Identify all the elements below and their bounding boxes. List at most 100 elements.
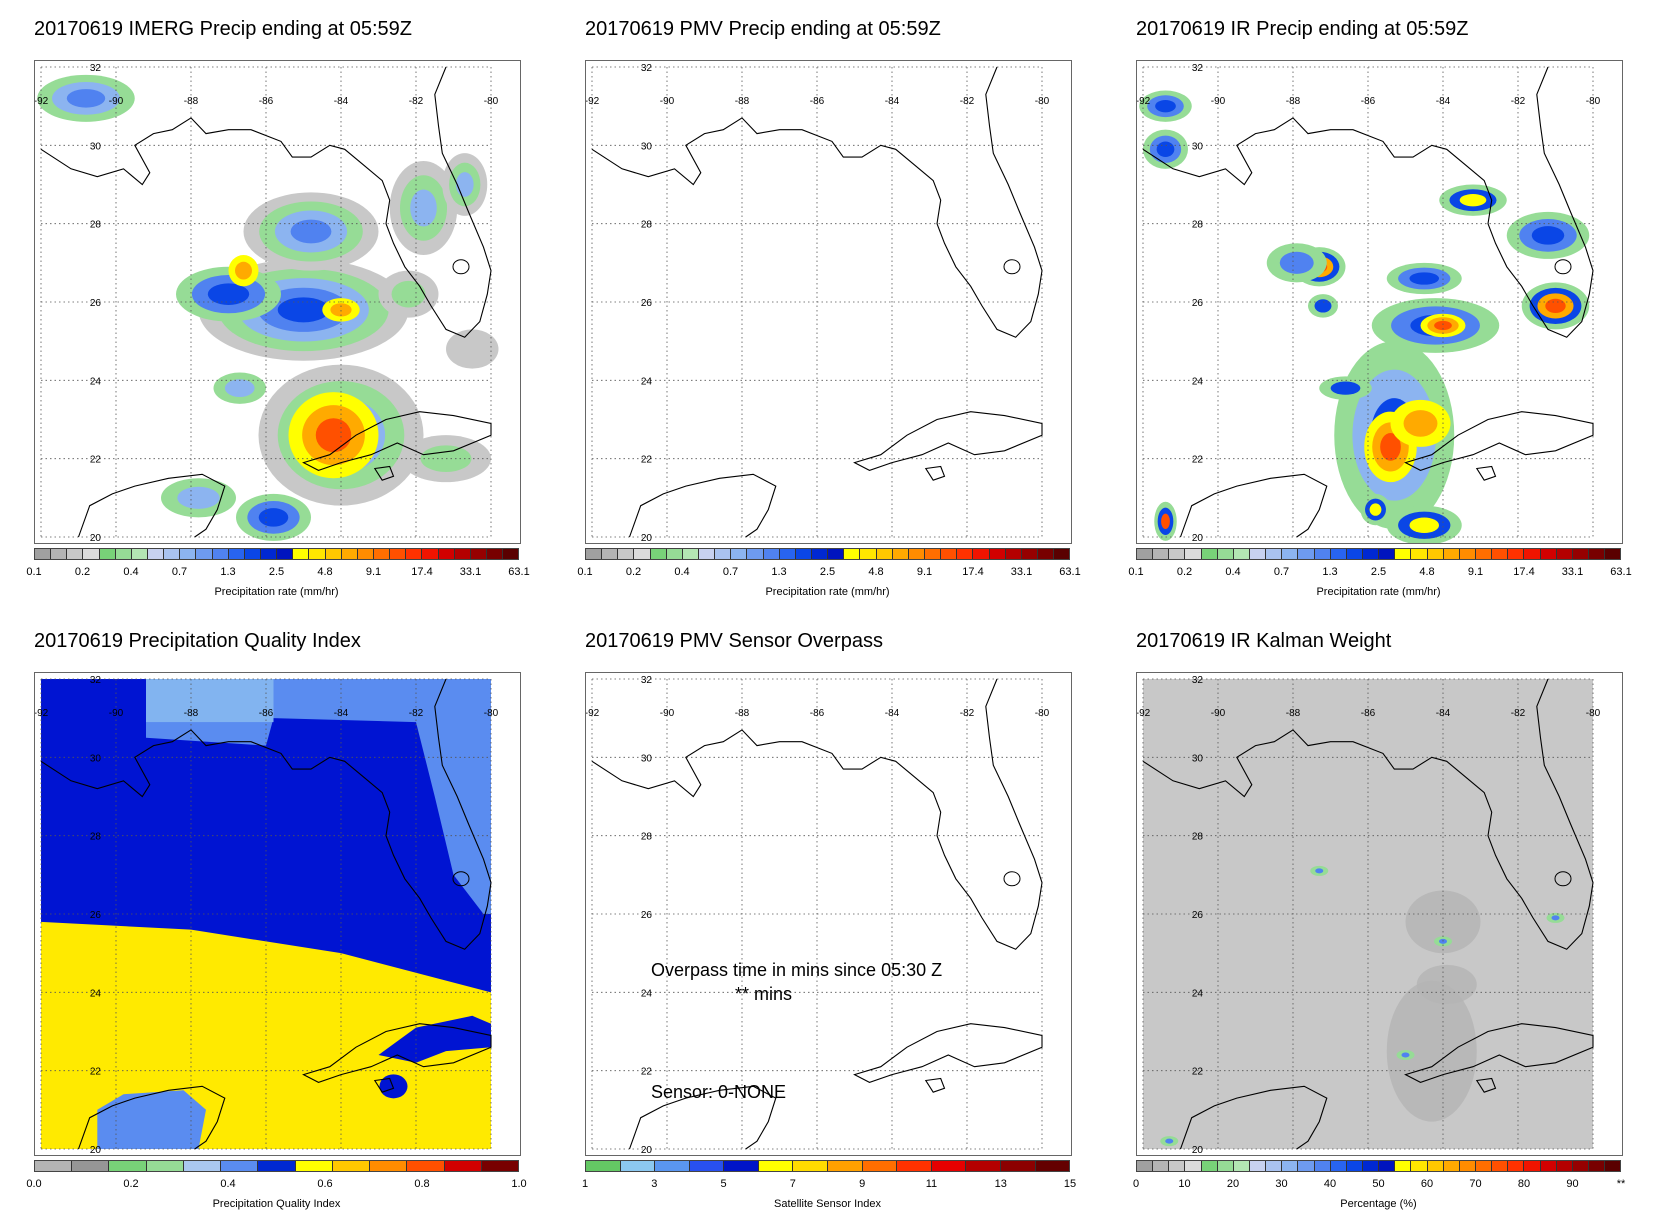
colorbar-tick-label: 0.7 (722, 566, 739, 578)
precip-blob (446, 329, 499, 369)
lon-label: -86 (810, 708, 825, 719)
lat-label: 30 (641, 141, 653, 152)
colorbar-swatch (650, 549, 667, 559)
colorbar-swatch (422, 549, 439, 559)
colorbar-tick-label: 33.1 (1561, 566, 1584, 578)
colorbar-tick-label: 15 (1063, 1178, 1077, 1190)
lat-label: 30 (90, 141, 102, 152)
colorbar-swatch (1556, 549, 1573, 559)
colorbar-swatch (325, 549, 342, 559)
colorbar-tick-label: 0.0 (26, 1178, 42, 1190)
colorbar-swatch (373, 549, 391, 559)
colorbar-ticks: 0.1 0.2 0.4 0.7 1.3 2.5 4.8 9.1 17.4 33.1 63.1 (577, 566, 1080, 580)
colorbar-tick-label: 0.2 (123, 1178, 139, 1190)
lake-okeechobee (452, 871, 470, 887)
lon-label: -92 (586, 708, 600, 719)
lat-label: 20 (641, 1145, 653, 1155)
colorbar-tick-label: 0.4 (220, 1178, 236, 1190)
precip-blob (177, 486, 220, 509)
lon-label: -90 (109, 708, 124, 719)
colorbar (585, 548, 1070, 560)
colorbar-swatch (655, 1161, 690, 1171)
colorbar-tick-label: 90 (1566, 1178, 1579, 1190)
lat-label: 26 (90, 910, 102, 921)
colorbar-tick-label: 4.8 (868, 566, 884, 578)
lon-label: -80 (1035, 96, 1050, 107)
colorbar-swatch (196, 549, 213, 559)
lat-label: 32 (90, 63, 102, 74)
precip-blob (235, 261, 252, 280)
lon-label: -82 (409, 96, 424, 107)
colorbar-swatch (1217, 1161, 1234, 1171)
colorbar-swatch (1153, 549, 1170, 559)
lon-label: -84 (1436, 96, 1451, 107)
lon-label: -88 (184, 708, 199, 719)
map-sensor-overpass: -92 -90 -88 -86 -84 -82 -80 32 30 28 26 24 22 20 (585, 672, 1072, 1156)
colorbar-tick-label: 0.2 (74, 566, 91, 578)
lat-label: 32 (641, 675, 653, 686)
colorbar-swatch (357, 549, 374, 559)
colorbar-swatch (309, 549, 326, 559)
lon-label: -86 (259, 96, 274, 107)
colorbar-swatch (407, 1161, 445, 1171)
colorbar-swatch (747, 549, 764, 559)
lat-label: 22 (90, 455, 102, 466)
lon-label: -90 (660, 96, 675, 107)
colorbar-swatch (860, 549, 877, 559)
colorbar-swatch (115, 549, 132, 559)
colorbar-ticks: 0.0 0.2 0.4 0.6 0.8 1.0 (26, 1178, 526, 1192)
lon-label: -82 (960, 96, 975, 107)
quality-region-low (378, 1015, 491, 1063)
coastline (373, 465, 395, 481)
colorbar-swatch (228, 549, 245, 559)
colorbar-swatch (1037, 549, 1055, 559)
colorbar-tick-label: 0.1 (1128, 566, 1144, 578)
colorbar-swatch (332, 1161, 371, 1171)
precip-blob (224, 379, 255, 398)
lat-label: 22 (641, 455, 653, 466)
lon-label: -90 (660, 708, 675, 719)
colorbar-swatch (1411, 549, 1428, 559)
colorbar-swatch (1330, 1161, 1347, 1171)
map-imerg: -92 -90 -88 -86 -84 -82 -80 32 30 28 26 24 22 20 (34, 60, 521, 544)
coastline (373, 1077, 395, 1093)
precip-blob (1545, 298, 1566, 314)
precip-blob (207, 283, 250, 305)
lon-label: -84 (885, 96, 900, 107)
colorbar-tick-label: 2.5 (1370, 566, 1387, 578)
lat-label: 28 (641, 220, 653, 231)
colorbar-swatch (862, 1161, 898, 1171)
colorbar-tick-label: 9.1 (916, 566, 933, 578)
lat-label: 28 (90, 832, 102, 843)
lon-label: -92 (35, 708, 49, 719)
colorbar-tick-label: 17.4 (411, 566, 433, 578)
lat-label: 26 (90, 298, 102, 309)
colorbar-swatch (811, 549, 829, 559)
colorbar-tick-label: 13 (994, 1178, 1007, 1190)
colorbar-swatch (293, 549, 310, 559)
colorbar-swatch (973, 549, 990, 559)
colorbar-swatch (503, 549, 519, 559)
colorbar-swatch (689, 1161, 725, 1171)
colorbar-swatch (277, 549, 294, 559)
colorbar-swatch (444, 1161, 482, 1171)
coastline (591, 678, 1043, 950)
lon-label: -88 (1286, 96, 1301, 107)
colorbar (34, 548, 519, 560)
lat-label: 24 (641, 988, 653, 999)
colorbar-swatch (957, 549, 974, 559)
map-ir: -92 -90 -88 -86 -84 -82 -80 32 30 28 26 24 22 20 (1136, 60, 1623, 544)
sensor-label: Sensor: 0-NONE (651, 1082, 787, 1102)
lat-label: 26 (1192, 910, 1204, 921)
precip-blob (1409, 517, 1440, 533)
coastline (1142, 678, 1594, 950)
colorbar-swatch (1379, 1161, 1396, 1171)
colorbar-swatch (83, 549, 100, 559)
colorbar-swatch (35, 1161, 73, 1171)
coastline (77, 473, 226, 538)
kalman-shade (1405, 890, 1481, 954)
colorbar-swatch (438, 549, 455, 559)
colorbar-swatch (390, 549, 407, 559)
colorbar-swatch (1298, 549, 1315, 559)
colorbar-swatch (1572, 549, 1589, 559)
